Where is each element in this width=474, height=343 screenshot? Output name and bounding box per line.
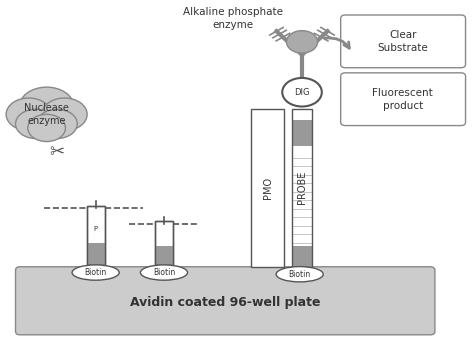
Bar	[87, 243, 105, 265]
Text: Nuclease
enzyme: Nuclease enzyme	[24, 104, 69, 126]
Text: Biotin: Biotin	[153, 268, 175, 277]
Circle shape	[42, 98, 87, 131]
Bar	[87, 205, 105, 265]
Bar	[87, 205, 105, 265]
Bar	[292, 102, 312, 120]
Text: Fluorescent
product: Fluorescent product	[373, 88, 433, 110]
Text: Avidin coated 96-well plate: Avidin coated 96-well plate	[130, 296, 320, 309]
FancyBboxPatch shape	[341, 15, 465, 68]
Bar	[292, 246, 312, 267]
Text: PROBE: PROBE	[297, 171, 307, 204]
Text: Clear
Substrate: Clear Substrate	[377, 30, 428, 53]
Ellipse shape	[276, 267, 323, 282]
Circle shape	[282, 78, 322, 107]
Circle shape	[286, 31, 318, 53]
FancyBboxPatch shape	[16, 267, 435, 335]
Circle shape	[16, 109, 56, 139]
Text: P: P	[93, 226, 98, 232]
Text: Biotin: Biotin	[84, 268, 107, 277]
FancyBboxPatch shape	[341, 73, 465, 126]
Bar	[292, 108, 312, 267]
Circle shape	[36, 109, 77, 139]
Bar	[155, 221, 173, 265]
Text: Biotin: Biotin	[289, 270, 311, 279]
Bar	[155, 221, 173, 265]
Circle shape	[28, 114, 65, 142]
Circle shape	[19, 87, 74, 127]
Bar	[292, 120, 312, 146]
Ellipse shape	[140, 265, 188, 280]
Ellipse shape	[72, 265, 119, 280]
Circle shape	[6, 98, 51, 131]
Text: DIG: DIG	[294, 88, 310, 97]
Bar	[251, 108, 284, 267]
Text: ✂: ✂	[49, 143, 64, 161]
Text: PMO: PMO	[263, 177, 273, 199]
Text: Alkaline phosphate
enzyme: Alkaline phosphate enzyme	[183, 7, 283, 29]
Bar	[292, 146, 312, 246]
Bar	[155, 246, 173, 265]
